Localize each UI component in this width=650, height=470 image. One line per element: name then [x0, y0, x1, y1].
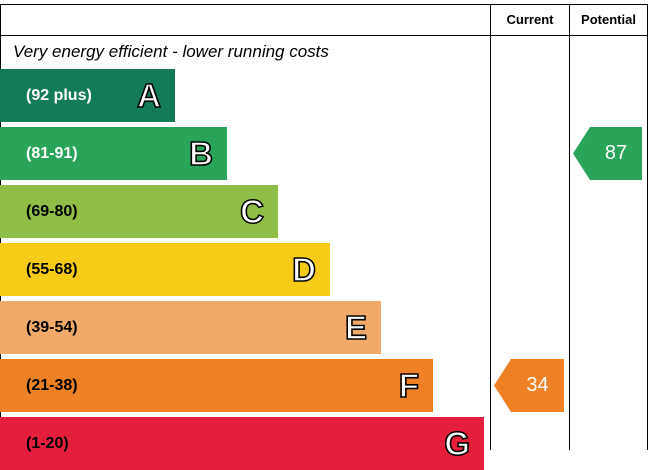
band-a: (92 plus) A: [0, 69, 175, 122]
band-d: (55-68) D: [0, 243, 330, 296]
band-range-label: (21-38): [26, 376, 78, 394]
band-letter: E: [344, 308, 368, 347]
current-column-header: Current: [506, 12, 554, 27]
band-e: (39-54) E: [0, 301, 381, 354]
band-letter: F: [398, 366, 420, 405]
frame-top-border: [0, 4, 648, 5]
frame-right-border: [647, 4, 648, 450]
header-divider: [0, 35, 648, 36]
potential-column-header: Potential: [581, 12, 636, 27]
band-c: (69-80) C: [0, 185, 278, 238]
band-range-label: (81-91): [26, 144, 78, 162]
band-letter: B: [188, 134, 213, 173]
potential-rating-marker-arrow-shape: [573, 127, 642, 180]
band-letter: D: [291, 250, 316, 289]
efficiency-caption: Very energy efficient - lower running co…: [13, 42, 329, 61]
current-rating-marker-value: 34: [526, 374, 549, 396]
band-range-label: (1-20): [26, 434, 69, 452]
energy-rating-chart: Current Potential Very energy efficient …: [0, 4, 648, 470]
band-letter: C: [239, 192, 264, 231]
potential-rating-marker: 87: [573, 127, 642, 180]
current-column-divider: [490, 4, 491, 450]
potential-rating-marker-value: 87: [604, 142, 628, 164]
band-letter: A: [136, 76, 161, 115]
band-range-label: (69-80): [26, 202, 78, 220]
band-b: (81-91) B: [0, 127, 227, 180]
band-f: (21-38) F: [0, 359, 433, 412]
current-rating-marker: 34: [494, 359, 564, 412]
band-range-label: (92 plus): [26, 86, 92, 104]
band-letter: G: [444, 424, 471, 463]
band-range-label: (55-68): [26, 260, 78, 278]
band-g: (1-20) G: [0, 417, 484, 470]
band-range-label: (39-54): [26, 318, 78, 336]
potential-column-divider: [569, 4, 570, 450]
current-rating-marker-arrow-shape: [494, 359, 564, 412]
